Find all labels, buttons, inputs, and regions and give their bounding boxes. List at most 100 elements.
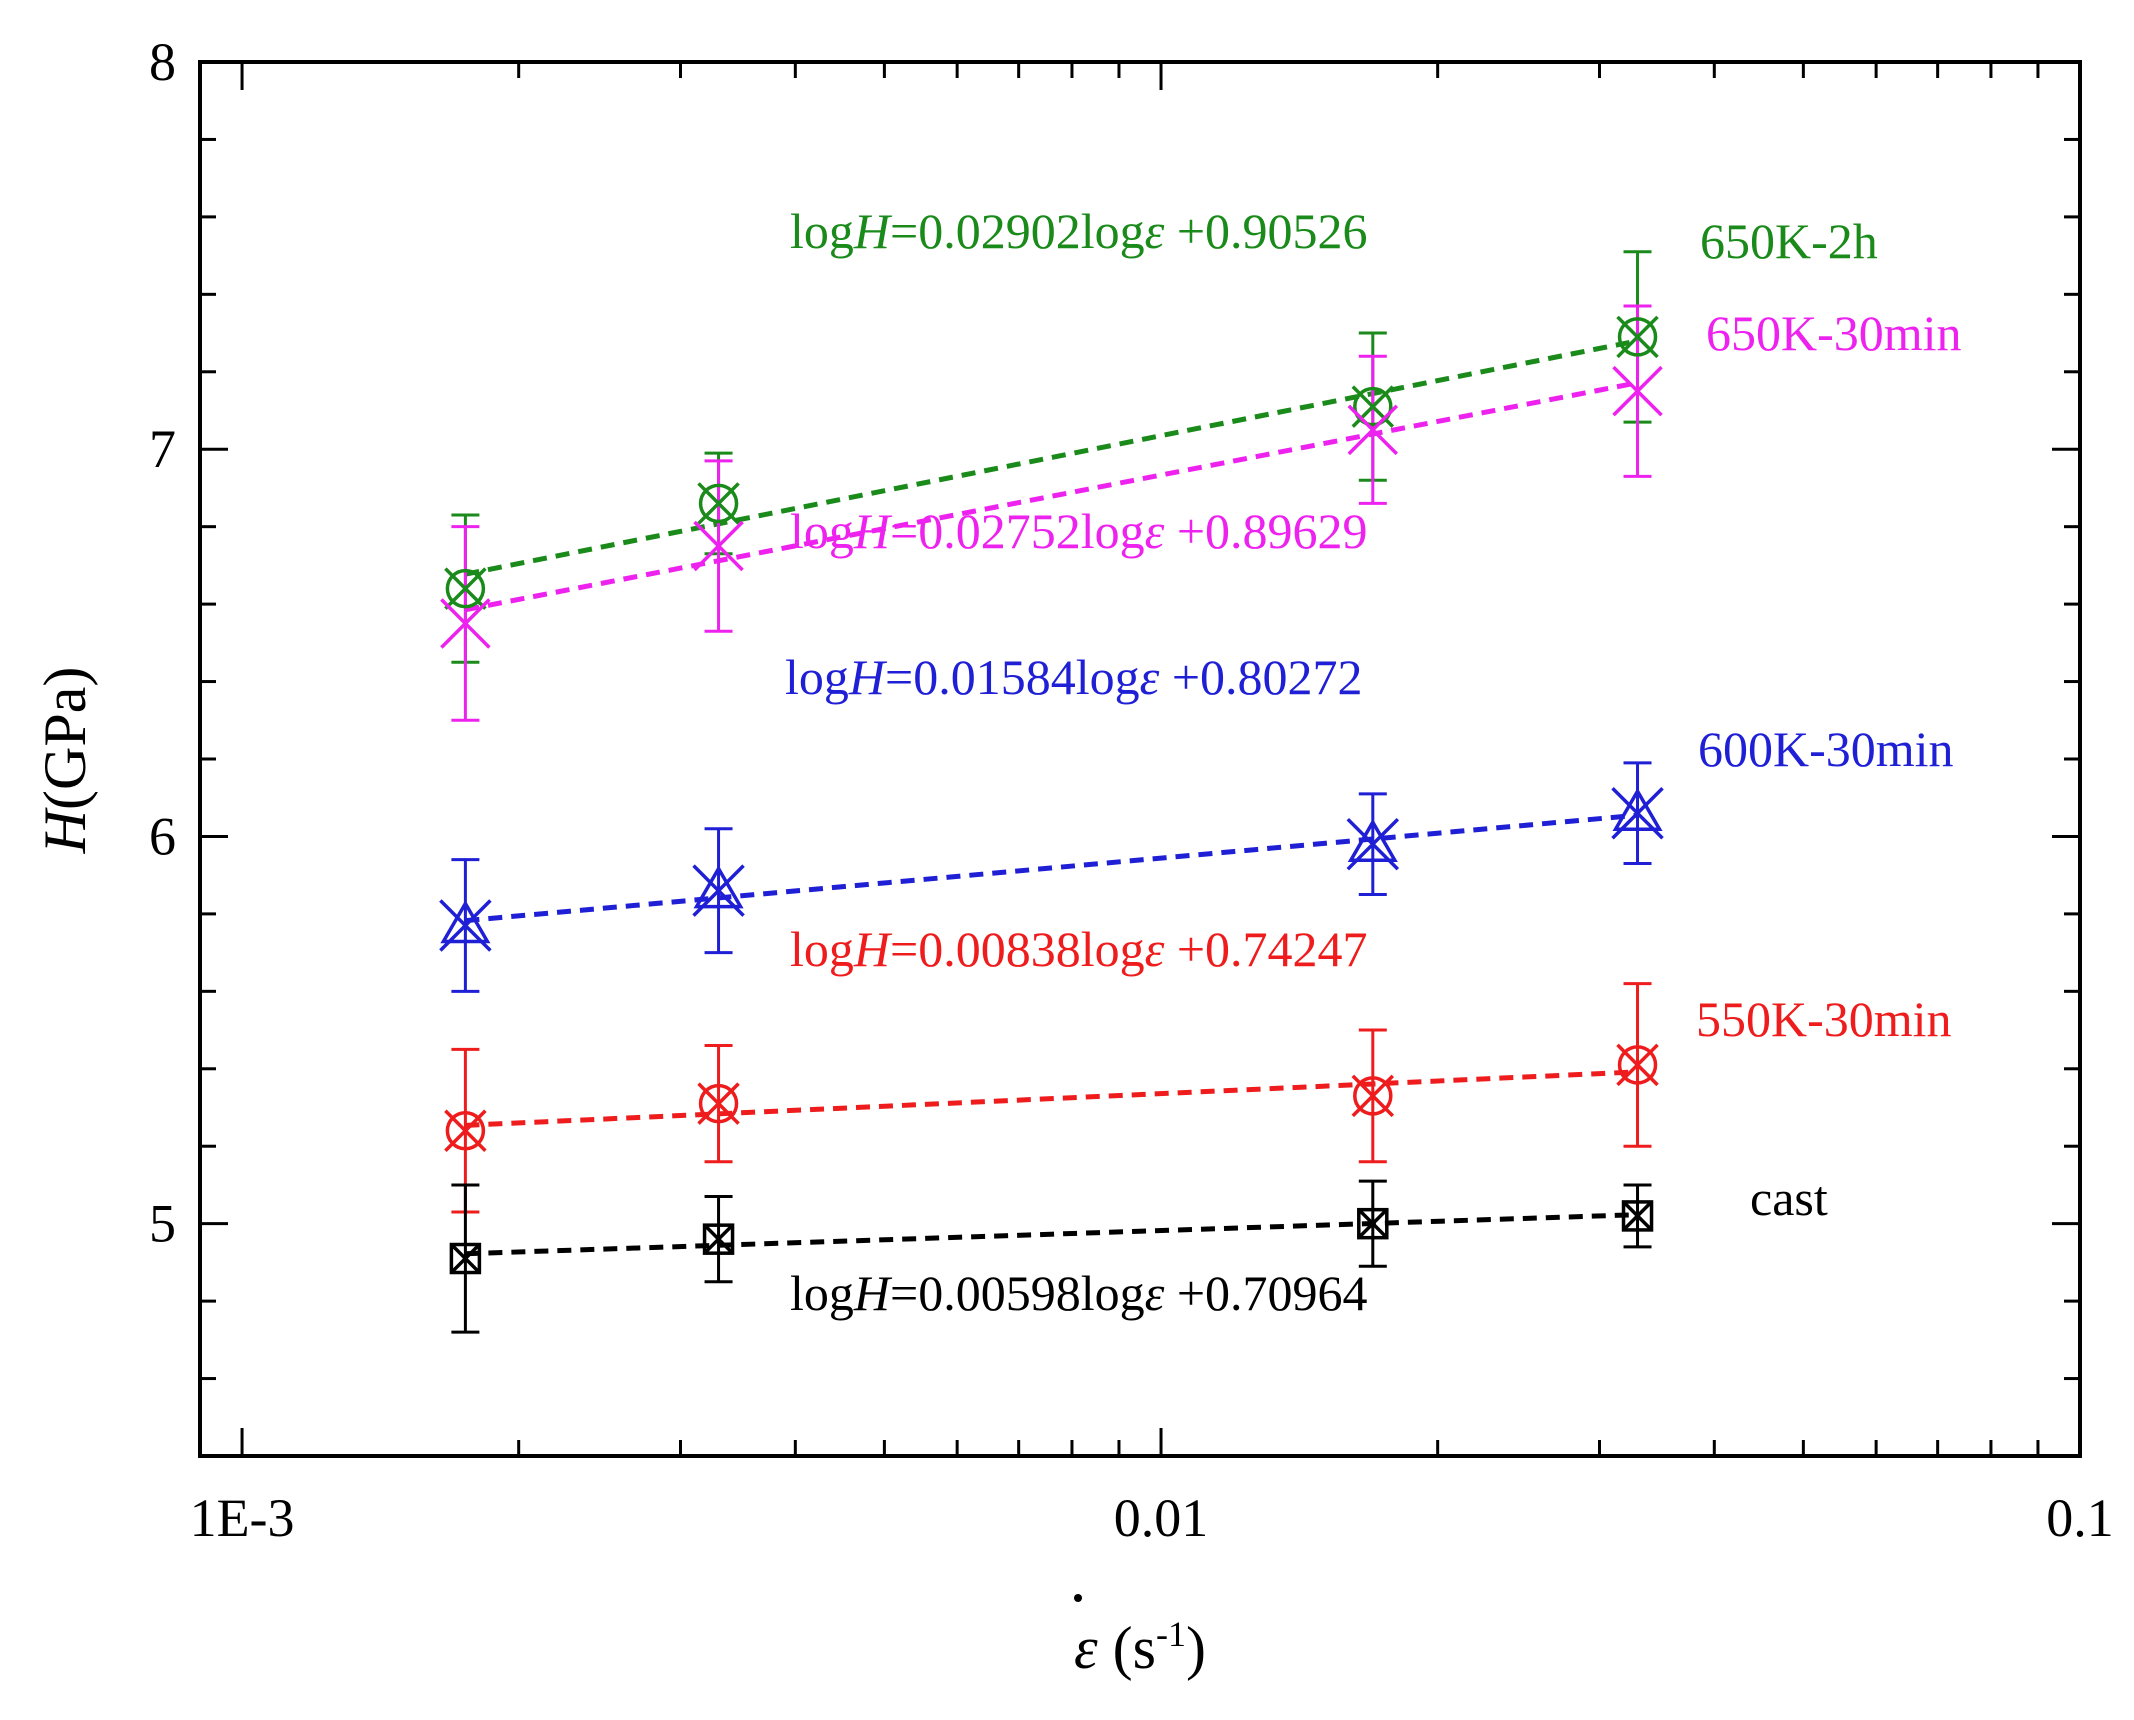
equation-symbol-strain-rate: ε (1140, 649, 1160, 705)
series-labels: 650K-2h 650K-30min 600K-30min 550K-30min cas… (1696, 213, 1962, 1226)
equation-slope: =0.01584log (885, 649, 1140, 705)
data-point (1612, 365, 1663, 417)
fit-equation: logH=0.00598logε +0.70964 (790, 1265, 1368, 1321)
fit-lines (464, 338, 1639, 1257)
data-point (697, 1082, 740, 1125)
equation-slope: =0.00598log (890, 1265, 1145, 1321)
marker-cross (697, 482, 740, 525)
axis-tick-labels: 1E-3 0.01 0.1 5 6 7 8 (149, 32, 2114, 1548)
equation-symbol-h: H (848, 649, 888, 705)
x-axis-title-close: ) (1186, 1615, 1206, 1681)
marker-cross (444, 567, 487, 610)
fit-line (464, 338, 1639, 577)
marker-circle (1353, 1076, 1393, 1116)
x-tick-label: 0.01 (1114, 1488, 1209, 1548)
equation-slope: =0.00838log (890, 921, 1145, 977)
y-tick-label: 7 (149, 419, 176, 479)
x-axis-title: ε (s-1) (1074, 1614, 1206, 1681)
marker-cross (1612, 365, 1663, 417)
data-point (693, 520, 744, 572)
marker-circle (1353, 386, 1393, 427)
equation-symbol-h: H (853, 1265, 893, 1321)
equation-prefix: log (790, 1265, 854, 1321)
x-tick-label: 0.1 (2046, 1488, 2114, 1548)
y-axis-title: H(GPa) (32, 667, 98, 855)
data-point (440, 598, 491, 649)
marker-cross (440, 598, 491, 649)
x-axis-title-dot (1074, 1594, 1082, 1602)
marker-cross (450, 1243, 481, 1274)
equation-intercept: +0.89629 (1164, 503, 1367, 559)
series-label: 650K-2h (1700, 213, 1878, 269)
data-point (1357, 1207, 1389, 1240)
equation-symbol-h: H (853, 503, 893, 559)
data-point (692, 864, 745, 917)
marker-cross (1611, 786, 1664, 840)
equation-intercept: +0.80272 (1159, 649, 1362, 705)
data-point (1616, 315, 1659, 359)
marker-square (702, 1223, 735, 1255)
y-tick-label: 5 (149, 1194, 176, 1254)
data-point (697, 482, 740, 525)
data-point (439, 899, 492, 952)
equation-slope: =0.02752log (890, 503, 1145, 559)
equation-prefix: log (785, 649, 849, 705)
equation-symbol-strain-rate: ε (1145, 921, 1165, 977)
marker-circle (698, 483, 739, 524)
fit-line (465, 1069, 1638, 1128)
fit-line (464, 380, 1639, 613)
equation-slope: =0.02902log (890, 203, 1145, 259)
y-axis-title-symbol: H (32, 806, 98, 854)
fit-equation: logH=0.02752logε +0.89629 (790, 503, 1368, 559)
fit-equation: logH=0.01584logε +0.80272 (785, 649, 1363, 705)
marker-triangle (1347, 818, 1398, 862)
marker-circle (445, 1110, 486, 1151)
marker-square (1621, 1200, 1654, 1232)
data-point (1611, 786, 1664, 840)
fit-equation: logH=0.02902logε +0.90526 (790, 203, 1368, 259)
data-point (1621, 1200, 1654, 1232)
data-point (1347, 404, 1399, 456)
data-markers (439, 315, 1664, 1275)
marker-cross (1346, 817, 1400, 871)
marker-cross (697, 1082, 740, 1125)
fit-equation: logH=0.00838logε +0.74247 (790, 921, 1368, 977)
series-label: 550K-30min (1696, 991, 1952, 1047)
equation-symbol-strain-rate: ε (1145, 503, 1165, 559)
y-tick-label: 6 (149, 806, 176, 866)
equation-intercept: +0.74247 (1164, 921, 1367, 977)
fit-equations: logH=0.02902logε +0.90526logH=0.02752log… (785, 203, 1368, 1321)
data-point (702, 1223, 735, 1255)
data-point (1616, 1043, 1659, 1087)
marker-circle (1617, 1045, 1658, 1085)
marker-cross (1622, 1200, 1653, 1232)
marker-square (1357, 1207, 1389, 1240)
series-label: 600K-30min (1698, 721, 1954, 777)
marker-cross (1351, 1074, 1395, 1118)
data-point (1351, 1074, 1395, 1118)
marker-cross (1357, 1208, 1389, 1239)
marker-triangle (1612, 787, 1663, 831)
x-axis-title-symbol: ε (1074, 1615, 1098, 1681)
series-label: cast (1750, 1170, 1828, 1226)
marker-cross (1347, 404, 1399, 456)
equation-prefix: log (790, 203, 854, 259)
equation-symbol-strain-rate: ε (1145, 203, 1165, 259)
x-axis-title-superscript: -1 (1156, 1614, 1186, 1654)
marker-circle (698, 1083, 739, 1124)
marker-cross (703, 1223, 734, 1255)
equation-prefix: log (790, 503, 854, 559)
equation-symbol-strain-rate: ε (1145, 1265, 1165, 1321)
x-tick-label: 1E-3 (190, 1488, 295, 1548)
y-tick-label: 8 (149, 32, 176, 92)
marker-cross (439, 899, 492, 952)
marker-cross (692, 864, 745, 917)
equation-symbol-h: H (853, 203, 893, 259)
marker-circle (1617, 317, 1658, 357)
marker-cross (1351, 385, 1395, 428)
equation-intercept: +0.70964 (1164, 1265, 1367, 1321)
axis-ticks (198, 60, 2082, 1458)
data-point (444, 567, 487, 610)
marker-square (449, 1242, 482, 1275)
